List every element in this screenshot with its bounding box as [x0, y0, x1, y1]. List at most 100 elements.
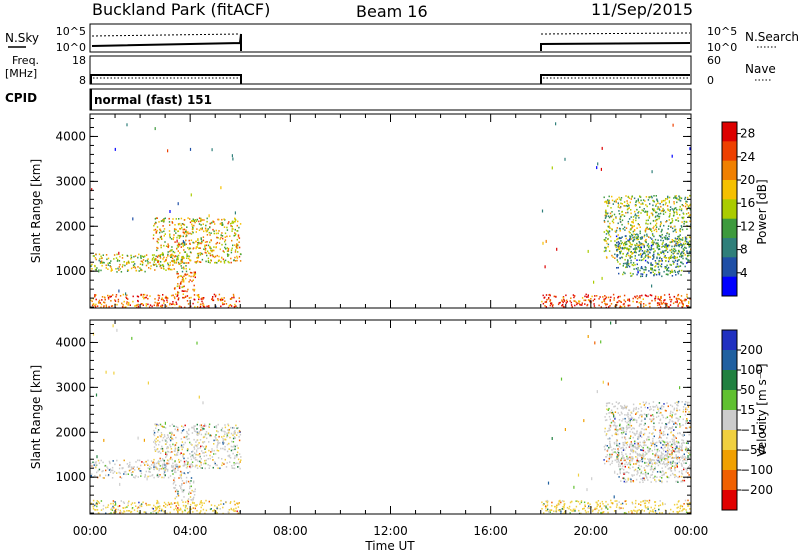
velocity-cell-4 — [549, 509, 551, 512]
velocity-cell-1 — [195, 441, 197, 443]
velocity-cell-4 — [558, 500, 560, 502]
velocity-cell-5 — [617, 402, 619, 405]
power-scatter-cell — [545, 239, 547, 243]
power-cell-1 — [224, 232, 227, 235]
velocity-cell-1 — [169, 432, 171, 434]
velocity-cell-3 — [210, 504, 213, 506]
power-cell-0 — [185, 265, 187, 267]
velocity-cell-4 — [575, 505, 578, 508]
power-cell-1 — [200, 218, 202, 220]
velocity-cell-1 — [177, 429, 179, 432]
velocity-cell-0 — [187, 472, 189, 474]
velocity-cell-1 — [209, 457, 211, 460]
velocity-cell-1 — [203, 455, 205, 457]
velocity-cell-0 — [149, 475, 151, 477]
velocity-cell-2 — [182, 489, 185, 492]
power-cell-5 — [681, 226, 683, 228]
velocity-cell-5 — [659, 434, 661, 436]
power-cell-1 — [178, 218, 180, 220]
velocity-cell-6 — [650, 460, 652, 463]
velocity-cell-6 — [685, 469, 688, 471]
power-cell-6 — [645, 266, 647, 269]
power-cell-6 — [621, 256, 623, 259]
velocity-cell-2 — [187, 480, 190, 483]
power-cell-5 — [625, 247, 627, 249]
velocity-cell-0 — [133, 476, 135, 478]
power-cell-4 — [677, 293, 680, 296]
power-cell-5 — [645, 228, 647, 230]
velocity-cell-0 — [128, 465, 131, 468]
velocity-cell-5 — [656, 454, 658, 457]
power-cell-3 — [218, 293, 221, 296]
power-cell-1 — [172, 254, 175, 257]
power-cell-0 — [113, 258, 115, 260]
power-cell-6 — [647, 262, 650, 264]
power-scatter-cell — [211, 148, 213, 152]
velocity-cell-5 — [679, 423, 681, 425]
velocity-cell-5 — [621, 412, 623, 415]
velocity-cell-5 — [641, 415, 643, 418]
power-cell-5 — [627, 240, 629, 242]
velocity-cell-5 — [664, 427, 666, 430]
velocity-cell-0 — [128, 465, 130, 467]
velocity-cell-5 — [672, 411, 674, 414]
velocity-cell-6 — [658, 450, 661, 452]
velocity-cell-6 — [639, 455, 641, 457]
velocity-cell-5 — [622, 431, 625, 434]
velocity-cell-4 — [620, 503, 622, 505]
velocity-cell-1 — [164, 435, 166, 438]
velocity-cell-1 — [166, 437, 168, 440]
power-cell-1 — [236, 255, 238, 258]
velocity-cell-5 — [659, 419, 661, 422]
velocity-cell-5 — [663, 403, 665, 405]
velocity-cell-5 — [616, 407, 619, 410]
velocity-cell-3 — [153, 510, 155, 512]
velocity-cell-1 — [201, 445, 203, 447]
power-cell-4 — [663, 294, 666, 296]
power-scatter-cell — [118, 289, 120, 293]
velocity-cell-0 — [161, 476, 163, 479]
power-cell-6 — [650, 271, 652, 274]
velocity-cell-1 — [161, 439, 164, 442]
power-cell-1 — [217, 232, 219, 235]
power-cell-1 — [227, 247, 230, 250]
velocity-cell-3 — [127, 502, 129, 504]
velocity-cell-4 — [618, 501, 620, 503]
power-echo-cells — [90, 122, 691, 308]
power-cell-5 — [674, 229, 676, 232]
velocity-cell-1 — [211, 448, 213, 450]
power-cell-1 — [182, 245, 184, 248]
power-cell-1 — [228, 254, 230, 256]
velocity-cell-1 — [157, 451, 159, 453]
velocity-cell-5 — [606, 460, 608, 463]
velocity-cell-1 — [221, 436, 223, 438]
velocity-cell-5 — [662, 453, 664, 455]
velocity-cell-4 — [651, 510, 653, 513]
power-cell-5 — [609, 235, 612, 238]
power-cell-0 — [103, 261, 105, 264]
power-cell-5 — [657, 215, 659, 218]
power-cell-0 — [91, 268, 93, 270]
velocity-cell-4 — [634, 510, 636, 512]
velocity-cell-3 — [163, 505, 165, 507]
power-cell-5 — [642, 203, 644, 205]
power-cell-4 — [583, 299, 585, 302]
power-cell-0 — [105, 254, 108, 256]
power-cell-5 — [612, 203, 614, 205]
velocity-cell-6 — [626, 480, 628, 483]
power-cell-1 — [159, 231, 161, 234]
velocity-cell-5 — [630, 441, 632, 443]
velocity-cell-1 — [220, 447, 222, 450]
velocity-cell-6 — [656, 450, 659, 453]
velocity-cell-3 — [130, 503, 133, 506]
velocity-cell-1 — [164, 443, 167, 445]
power-cell-6 — [671, 269, 673, 272]
velocity-cell-4 — [597, 500, 600, 502]
power-cell-3 — [202, 305, 205, 308]
velocity-cell-0 — [184, 473, 186, 475]
power-cell-5 — [604, 238, 606, 241]
velocity-cell-6 — [657, 456, 660, 458]
power-cell-4 — [632, 300, 634, 303]
power-cell-6 — [672, 260, 674, 263]
power-cell-5 — [654, 210, 656, 212]
